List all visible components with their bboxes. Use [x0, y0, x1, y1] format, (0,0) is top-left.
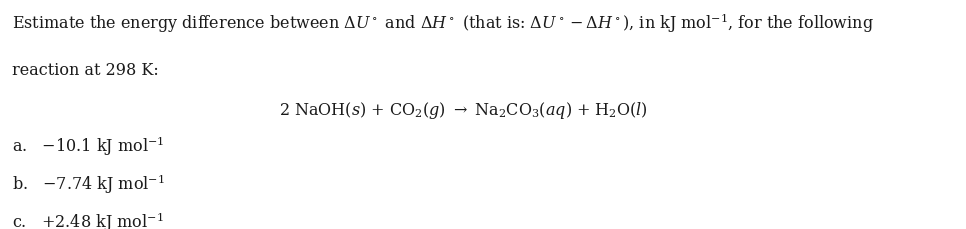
Text: Estimate the energy difference between $\Delta \mathit{U}^\circ$ and $\Delta \ma: Estimate the energy difference between $…	[12, 11, 873, 35]
Text: reaction at 298 K:: reaction at 298 K:	[12, 62, 158, 79]
Text: 2 NaOH($s$) + CO$_2$($g$) $\rightarrow$ Na$_2$CO$_3$($aq$) + H$_2$O($l$): 2 NaOH($s$) + CO$_2$($g$) $\rightarrow$ …	[279, 100, 648, 120]
Text: b.   $-$7.74 kJ mol$^{-1}$: b. $-$7.74 kJ mol$^{-1}$	[12, 172, 164, 195]
Text: a.   $-$10.1 kJ mol$^{-1}$: a. $-$10.1 kJ mol$^{-1}$	[12, 134, 164, 157]
Text: c.   +2.48 kJ mol$^{-1}$: c. +2.48 kJ mol$^{-1}$	[12, 210, 163, 229]
